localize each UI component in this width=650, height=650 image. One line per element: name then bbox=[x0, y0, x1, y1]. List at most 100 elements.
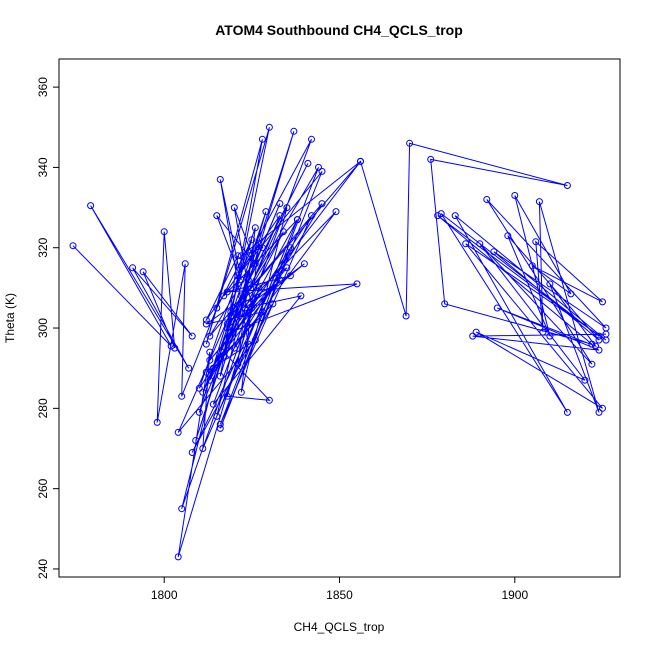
data-point bbox=[199, 388, 207, 396]
data-point bbox=[234, 360, 242, 368]
x-tick-label: 1900 bbox=[501, 588, 528, 602]
data-point bbox=[160, 228, 168, 236]
data-point bbox=[293, 216, 301, 224]
data-point bbox=[174, 553, 182, 561]
data-point bbox=[244, 340, 252, 348]
data-point bbox=[283, 264, 291, 272]
data-point bbox=[504, 232, 512, 240]
data-point bbox=[227, 308, 235, 316]
data-point bbox=[220, 352, 228, 360]
data-point bbox=[546, 280, 554, 288]
data-point bbox=[595, 336, 603, 344]
data-point bbox=[129, 264, 137, 272]
x-tick-label: 1850 bbox=[326, 588, 353, 602]
data-point bbox=[286, 244, 294, 252]
y-axis: 240 260 280 300 320 340 360 bbox=[36, 77, 59, 579]
data-point bbox=[532, 238, 540, 246]
data-point bbox=[248, 236, 256, 244]
data-point bbox=[174, 428, 182, 436]
data-point bbox=[406, 139, 414, 147]
data-point bbox=[595, 332, 603, 340]
data-point bbox=[178, 392, 186, 400]
data-point bbox=[237, 276, 245, 284]
data-point bbox=[528, 262, 536, 270]
data-point bbox=[251, 260, 259, 268]
data-point bbox=[490, 248, 498, 256]
data-point bbox=[216, 372, 224, 380]
data-point bbox=[469, 332, 477, 340]
data-point bbox=[353, 280, 361, 288]
data-point bbox=[511, 192, 519, 199]
data-point bbox=[202, 320, 210, 328]
data-point bbox=[199, 445, 207, 452]
y-tick-label: 260 bbox=[36, 478, 50, 498]
data-point bbox=[595, 408, 603, 416]
data-point bbox=[216, 176, 224, 183]
data-point bbox=[244, 276, 252, 284]
data-point bbox=[300, 260, 308, 268]
data-point bbox=[216, 420, 224, 428]
data-point bbox=[255, 284, 263, 292]
data-point bbox=[227, 328, 235, 336]
data-point bbox=[276, 212, 284, 220]
data-point bbox=[188, 449, 196, 456]
data-point bbox=[213, 212, 221, 220]
data-point bbox=[178, 505, 186, 513]
data-point bbox=[192, 437, 200, 444]
series-line bbox=[72, 127, 607, 558]
data-point bbox=[227, 312, 235, 320]
data-point bbox=[202, 368, 210, 376]
data-point bbox=[171, 344, 179, 352]
data-point bbox=[318, 167, 326, 175]
data-point bbox=[223, 320, 231, 328]
data-point bbox=[493, 304, 501, 312]
data-point bbox=[206, 348, 214, 356]
data-point bbox=[209, 364, 217, 372]
data-point bbox=[563, 182, 571, 189]
data-point bbox=[318, 200, 326, 208]
data-point bbox=[595, 346, 603, 354]
data-point bbox=[304, 159, 312, 167]
data-point bbox=[308, 135, 315, 143]
data-point bbox=[441, 300, 449, 308]
data-point bbox=[402, 312, 410, 320]
data-point bbox=[588, 340, 596, 348]
x-axis-label: CH4_QCLS_trop bbox=[294, 620, 385, 634]
data-point bbox=[251, 224, 259, 232]
data-point bbox=[241, 304, 249, 312]
data-point bbox=[265, 396, 273, 404]
data-point bbox=[258, 135, 266, 143]
data-point bbox=[223, 324, 231, 332]
data-point bbox=[262, 208, 270, 216]
data-point bbox=[220, 348, 228, 356]
data-point bbox=[308, 212, 315, 220]
y-tick-label: 280 bbox=[36, 398, 50, 418]
data-point bbox=[434, 212, 442, 220]
y-tick-label: 360 bbox=[36, 77, 50, 97]
data-point bbox=[223, 392, 231, 400]
y-tick-label: 300 bbox=[36, 318, 50, 338]
data-point bbox=[230, 304, 238, 312]
data-point bbox=[139, 268, 147, 276]
data-point bbox=[206, 376, 214, 384]
data-point bbox=[462, 240, 470, 248]
data-point bbox=[87, 202, 95, 210]
data-point bbox=[216, 424, 224, 432]
data-point bbox=[279, 228, 287, 236]
data-point bbox=[230, 344, 238, 352]
data-point bbox=[535, 198, 543, 206]
y-tick-label: 340 bbox=[36, 157, 50, 177]
y-axis-label: Theta (K) bbox=[3, 293, 17, 343]
data-point bbox=[153, 418, 161, 426]
y-tick-label: 320 bbox=[36, 237, 50, 257]
data-point bbox=[546, 332, 554, 340]
data-point bbox=[437, 210, 445, 218]
data-point bbox=[185, 364, 193, 372]
data-point bbox=[195, 408, 203, 416]
x-tick-label: 1800 bbox=[151, 588, 178, 602]
data-point bbox=[230, 204, 238, 212]
data-point bbox=[202, 340, 210, 348]
data-point bbox=[206, 332, 214, 340]
data-point bbox=[248, 304, 256, 312]
